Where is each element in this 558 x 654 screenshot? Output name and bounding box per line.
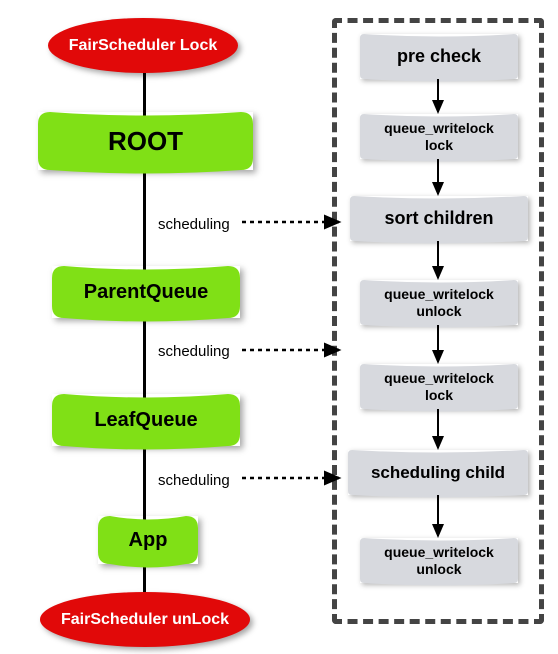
step-sort-label: sort children xyxy=(350,196,528,241)
ellipse-top: FairScheduler Lock xyxy=(48,18,238,73)
step-unlock1: queue_writelock unlock xyxy=(360,280,518,325)
step-sort: sort children xyxy=(350,196,528,241)
node-root-label: ROOT xyxy=(38,112,253,170)
step-unlock2-label: queue_writelock unlock xyxy=(360,538,518,583)
scheduling-label-1: scheduling xyxy=(158,343,230,360)
node-leafqueue: LeafQueue xyxy=(52,394,240,446)
node-app: App xyxy=(98,516,198,564)
step-precheck-label: pre check xyxy=(360,34,518,79)
node-parentqueue: ParentQueue xyxy=(52,266,240,318)
step-lock2-label: queue_writelock lock xyxy=(360,364,518,409)
step-schedchild-label: scheduling child xyxy=(348,450,528,495)
node-parentqueue-label: ParentQueue xyxy=(52,266,240,318)
step-lock2: queue_writelock lock xyxy=(360,364,518,409)
node-app-label: App xyxy=(98,516,198,564)
step-unlock2: queue_writelock unlock xyxy=(360,538,518,583)
node-leafqueue-label: LeafQueue xyxy=(52,394,240,446)
ellipse-bottom: FairScheduler unLock xyxy=(40,592,250,647)
scheduling-label-0: scheduling xyxy=(158,216,230,233)
step-unlock1-label: queue_writelock unlock xyxy=(360,280,518,325)
scheduling-label-2: scheduling xyxy=(158,472,230,489)
diagram-canvas: FairScheduler Lock FairScheduler unLock RO… xyxy=(0,0,558,654)
step-lock1-label: queue_writelock lock xyxy=(360,114,518,159)
step-schedchild: scheduling child xyxy=(348,450,528,495)
step-precheck: pre check xyxy=(360,34,518,79)
step-lock1: queue_writelock lock xyxy=(360,114,518,159)
node-root: ROOT xyxy=(38,112,253,170)
